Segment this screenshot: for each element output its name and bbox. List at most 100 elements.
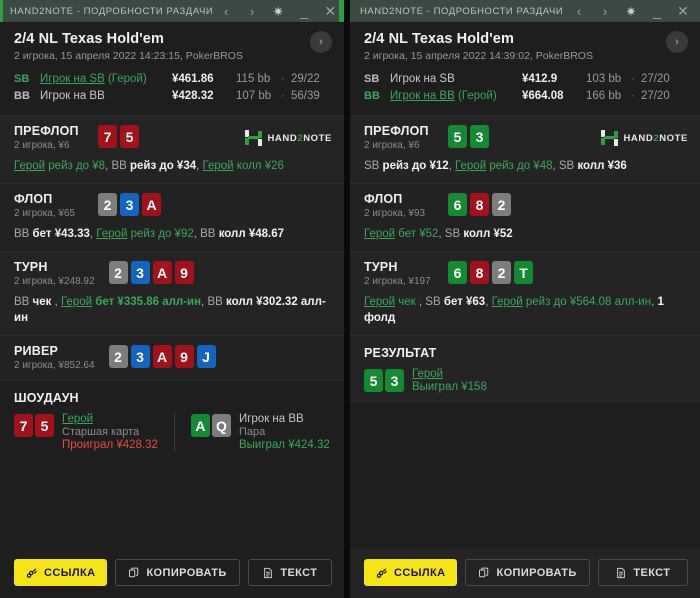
- close-icon[interactable]: ✕: [324, 3, 337, 19]
- titlebar-left[interactable]: HAND2NOTE - ПОДРОБНОСТИ РАЗДАЧИ ‹ › ✷ _ …: [0, 0, 344, 22]
- text-button[interactable]: ТЕКСТ: [247, 559, 332, 586]
- action-part: ,: [196, 160, 203, 172]
- player-row[interactable]: SB Игрок на SB (Герой) ¥461.86 115 bb · 29/22: [14, 73, 332, 90]
- player-name[interactable]: Игрок на SB: [390, 73, 455, 85]
- action-part: колл ¥52: [463, 228, 513, 240]
- link-icon: [376, 567, 387, 578]
- action-part: ,: [193, 228, 201, 240]
- player-name[interactable]: Игрок на BB: [40, 90, 105, 102]
- street-meta: 2 игрока, ¥248.92: [14, 276, 95, 287]
- player-stats: 29/22: [291, 73, 320, 85]
- prev-hand-icon[interactable]: ‹: [576, 3, 582, 19]
- playing-card: 3: [130, 261, 150, 284]
- playing-card: Q: [211, 414, 231, 437]
- playing-card: 5: [120, 125, 139, 148]
- window-title: HAND2NOTE - ПОДРОБНОСТИ РАЗДАЧИ: [10, 5, 214, 17]
- player-stack: ¥412.9: [522, 73, 558, 85]
- showdown-player-name[interactable]: Герой: [412, 368, 444, 380]
- streets-right: HAND2NOTE ПРЕФЛОП 2 игрока, ¥6 5 3 SB рейз до…: [350, 115, 700, 335]
- hero-label: Герой: [14, 160, 46, 172]
- street-labels: ФЛОП 2 игрока, ¥93: [364, 192, 434, 219]
- playing-card: 9: [174, 261, 194, 284]
- player-bb: 107 bb: [236, 90, 272, 102]
- minimize-icon[interactable]: _: [300, 3, 309, 19]
- hand2note-logo: HAND2NOTE: [601, 130, 688, 146]
- street-header: ПРЕФЛОП 2 игрока, ¥6 5 3: [364, 124, 688, 151]
- action-part: рейз до ¥48: [489, 160, 553, 172]
- action-part: колл ¥26: [236, 160, 284, 172]
- minimize-icon[interactable]: _: [653, 3, 661, 19]
- action-part: ,: [485, 296, 492, 308]
- page-title: 2/4 NL Texas Hold'em: [14, 31, 164, 47]
- text-icon: [617, 567, 626, 578]
- showdown-section: ШОУДАУН 7 5 Герой Старшая карта Проиграл ¥42…: [0, 380, 344, 460]
- footer-buttons-right: ССЫЛКА КОПИРОВАТЬ ТЕКСТ: [350, 549, 700, 598]
- playing-card: 2: [108, 345, 128, 368]
- titlebar-right[interactable]: HAND2NOTE - ПОДРОБНОСТИ РАЗДАЧИ ‹ › ✷ _ …: [350, 0, 700, 22]
- showdown-player-name[interactable]: Игрок на BB: [238, 413, 304, 425]
- player-row[interactable]: SB Игрок на SB ¥412.9 103 bb · 27/20: [364, 73, 688, 90]
- street-labels: РИВЕР 2 игрока, ¥852.64: [14, 344, 95, 371]
- street-name: РИВЕР: [14, 344, 59, 358]
- street-labels: ПРЕФЛОП 2 игрока, ¥6: [364, 124, 434, 151]
- hero-label: Герой: [364, 228, 396, 240]
- action-part: ,: [438, 228, 445, 240]
- playing-card: 5: [364, 369, 383, 392]
- copy-button[interactable]: КОПИРОВАТЬ: [465, 559, 590, 586]
- link-icon-wrap: [376, 567, 388, 579]
- showdown-player-name[interactable]: Герой: [62, 413, 94, 425]
- next-hand-button[interactable]: ›: [310, 31, 332, 53]
- playing-card: 6: [448, 261, 467, 284]
- street-actions: BB чек , Герой бет ¥335.86 алл-ин, BB ко…: [14, 294, 332, 326]
- playing-card: 2: [98, 193, 117, 216]
- action-part: колл ¥302.32 алл-ин: [14, 296, 326, 324]
- player-row[interactable]: BB Игрок на BB ¥428.32 107 bb · 56/39: [14, 90, 332, 107]
- action-part: SB: [444, 228, 464, 240]
- player-name[interactable]: Игрок на SB (Герой): [40, 73, 147, 85]
- hero-label: Герой: [202, 160, 234, 172]
- hand2note-wordmark: HAND2NOTE: [267, 132, 332, 144]
- street-header: ФЛОП 2 игрока, ¥93 6 8 2: [364, 192, 688, 219]
- prev-hand-icon[interactable]: ‹: [224, 3, 229, 19]
- hand-subtitle: 2 игрока, 15 апреля 2022 14:23:15, Poker…: [14, 50, 243, 62]
- action-part: ,: [552, 160, 559, 172]
- street-actions: Герой чек , SB бет ¥63, Герой рейз до ¥5…: [364, 294, 688, 326]
- streets-left: HAND2NOTE ПРЕФЛОП 2 игрока, ¥6 7 5 Герой рейз…: [0, 115, 344, 380]
- copy-button[interactable]: КОПИРОВАТЬ: [115, 559, 240, 586]
- showdown-result: Выиграл ¥424.32: [238, 439, 330, 451]
- gear-icon[interactable]: ✷: [272, 3, 284, 19]
- text-button[interactable]: ТЕКСТ: [597, 559, 688, 586]
- link-button[interactable]: ССЫЛКА: [364, 559, 458, 586]
- hero-label: Герой: [455, 160, 487, 172]
- action-part: BB: [14, 228, 33, 240]
- action-part: ,: [415, 296, 426, 308]
- next-hand-icon[interactable]: ›: [250, 3, 255, 19]
- next-hand-button[interactable]: ›: [666, 31, 688, 53]
- showdown-result: Проиграл ¥428.32: [62, 439, 158, 451]
- playing-card: A: [152, 345, 172, 368]
- close-icon[interactable]: ✕: [677, 3, 689, 19]
- street-block: HAND2NOTE ПРЕФЛОП 2 игрока, ¥6 5 3 SB рейз до…: [350, 115, 700, 183]
- action-part: ,: [448, 160, 456, 172]
- player-row[interactable]: BB Игрок на BB (Герой) ¥664.08 166 bb · 27/20: [364, 90, 688, 107]
- copy-icon: [479, 567, 489, 577]
- playing-card: 3: [120, 193, 139, 216]
- hand-header: 2/4 NL Texas Hold'em 2 игрока, 15 апреля…: [350, 22, 700, 68]
- playing-card: 7: [98, 125, 117, 148]
- player-list-left: SB Игрок на SB (Герой) ¥461.86 115 bb · 29/22…: [0, 68, 344, 115]
- player-name[interactable]: Игрок на BB (Герой): [390, 90, 497, 102]
- next-hand-icon[interactable]: ›: [602, 3, 608, 19]
- action-part: рейз до ¥92: [130, 228, 194, 240]
- street-meta: 2 игрока, ¥852.64: [14, 360, 95, 371]
- hand2note-logo: HAND2NOTE: [245, 130, 332, 146]
- link-button[interactable]: ССЫЛКА: [14, 559, 108, 586]
- showdown-info: Игрок на BB Пара Выиграл ¥424.32: [239, 413, 330, 452]
- gear-icon[interactable]: ✷: [625, 3, 637, 19]
- action-part: бет ¥43.33: [32, 228, 90, 240]
- separator-dot: ·: [281, 90, 285, 102]
- action-part: колл ¥48.67: [218, 228, 285, 240]
- playing-card: 3: [470, 125, 489, 148]
- street-labels: ТУРН 2 игрока, ¥248.92: [14, 260, 95, 287]
